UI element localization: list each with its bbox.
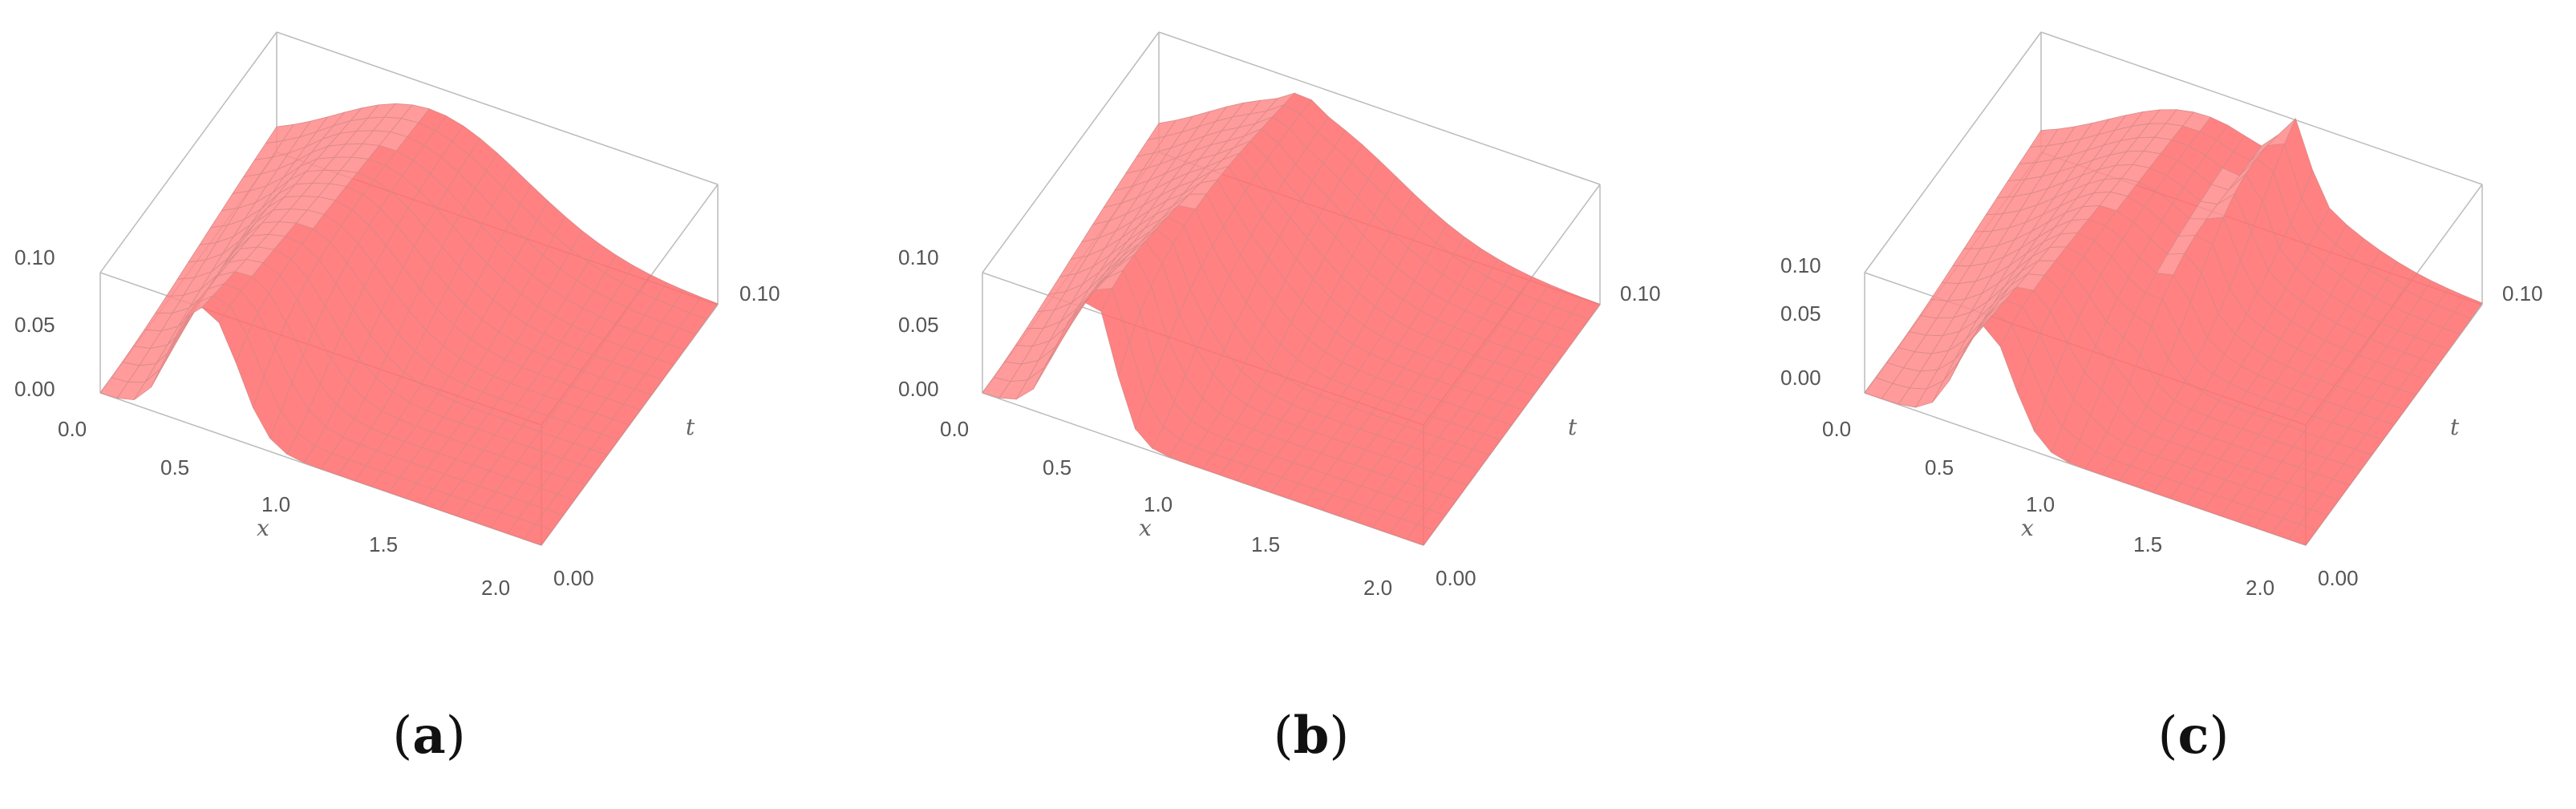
surface-b — [982, 31, 1601, 546]
t-tick-0: 0.00 — [1436, 566, 1476, 590]
x-tick-4: 2.0 — [2246, 576, 2274, 600]
x-tick-4: 2.0 — [481, 576, 510, 600]
plot-c: 0.00 0.05 0.10 0.0 0.5 1.0 1.5 2.0 x 0.0… — [1780, 31, 2543, 600]
surface-a — [99, 31, 719, 546]
plot-b: 0.00 0.05 0.10 0.0 0.5 1.0 1.5 2.0 x 0.0… — [898, 31, 1661, 600]
caption-letter: a — [412, 706, 446, 766]
x-tick-2: 1.0 — [2026, 492, 2055, 516]
t-axis-label: t — [686, 414, 695, 440]
z-tick-0: 0.00 — [898, 377, 939, 401]
z-tick-1: 0.05 — [1780, 301, 1821, 326]
x-tick-3: 1.5 — [369, 532, 398, 556]
t-tick-1: 0.10 — [739, 281, 780, 305]
z-tick-2: 0.10 — [14, 245, 55, 269]
surface-patch — [1406, 524, 1436, 546]
box-edge — [1158, 31, 1601, 185]
x-tick-1: 0.5 — [160, 455, 189, 479]
plot-a: 0.00 0.05 0.10 0.0 0.5 1.0 1.5 2.0 x 0.0… — [14, 31, 780, 600]
t-tick-1: 0.10 — [2502, 281, 2543, 305]
z-tick-2: 0.10 — [898, 245, 939, 269]
t-axis-label: t — [1568, 414, 1578, 440]
box-edge — [2040, 31, 2483, 185]
x-tick-0: 0.0 — [58, 417, 87, 441]
x-tick-3: 1.5 — [2133, 532, 2162, 556]
x-tick-2: 1.0 — [1144, 492, 1173, 516]
t-axis-label: t — [2450, 414, 2460, 440]
caption-c: (c) — [2157, 706, 2230, 766]
panel-b: 0.00 0.05 0.10 0.0 0.5 1.0 1.5 2.0 x 0.0… — [882, 0, 1740, 809]
x-tick-4: 2.0 — [1363, 576, 1392, 600]
x-axis-label: x — [2021, 515, 2034, 541]
box-edge — [99, 31, 277, 273]
surface-c — [1864, 31, 2483, 546]
x-axis-label: x — [257, 515, 269, 541]
caption-b: (b) — [1273, 706, 1350, 766]
surface-patch — [2288, 524, 2318, 546]
z-tick-1: 0.05 — [14, 313, 55, 337]
x-axis-label: x — [1139, 515, 1152, 541]
x-tick-3: 1.5 — [1251, 532, 1280, 556]
t-tick-0: 0.00 — [553, 566, 594, 590]
t-tick-1: 0.10 — [1620, 281, 1661, 305]
x-tick-2: 1.0 — [261, 492, 290, 516]
box-edge — [1864, 31, 2042, 273]
panel-c: 0.00 0.05 0.10 0.0 0.5 1.0 1.5 2.0 x 0.0… — [1764, 0, 2576, 809]
z-tick-1: 0.05 — [898, 313, 939, 337]
caption-letter: c — [2177, 706, 2209, 766]
z-tick-0: 0.00 — [14, 377, 55, 401]
t-tick-0: 0.00 — [2318, 566, 2359, 590]
caption-letter: b — [1293, 706, 1330, 766]
z-tick-2: 0.10 — [1780, 253, 1821, 277]
x-tick-0: 0.0 — [1822, 417, 1851, 441]
box-edge — [982, 31, 1160, 273]
x-tick-0: 0.0 — [940, 417, 969, 441]
x-tick-1: 0.5 — [1043, 455, 1071, 479]
box-edge — [276, 31, 719, 185]
caption-a: (a) — [392, 706, 466, 766]
x-tick-1: 0.5 — [1925, 455, 1954, 479]
z-tick-0: 0.00 — [1780, 366, 1821, 390]
panel-a: 0.00 0.05 0.10 0.0 0.5 1.0 1.5 2.0 x 0.0… — [0, 0, 858, 809]
surface-patch — [524, 524, 553, 546]
